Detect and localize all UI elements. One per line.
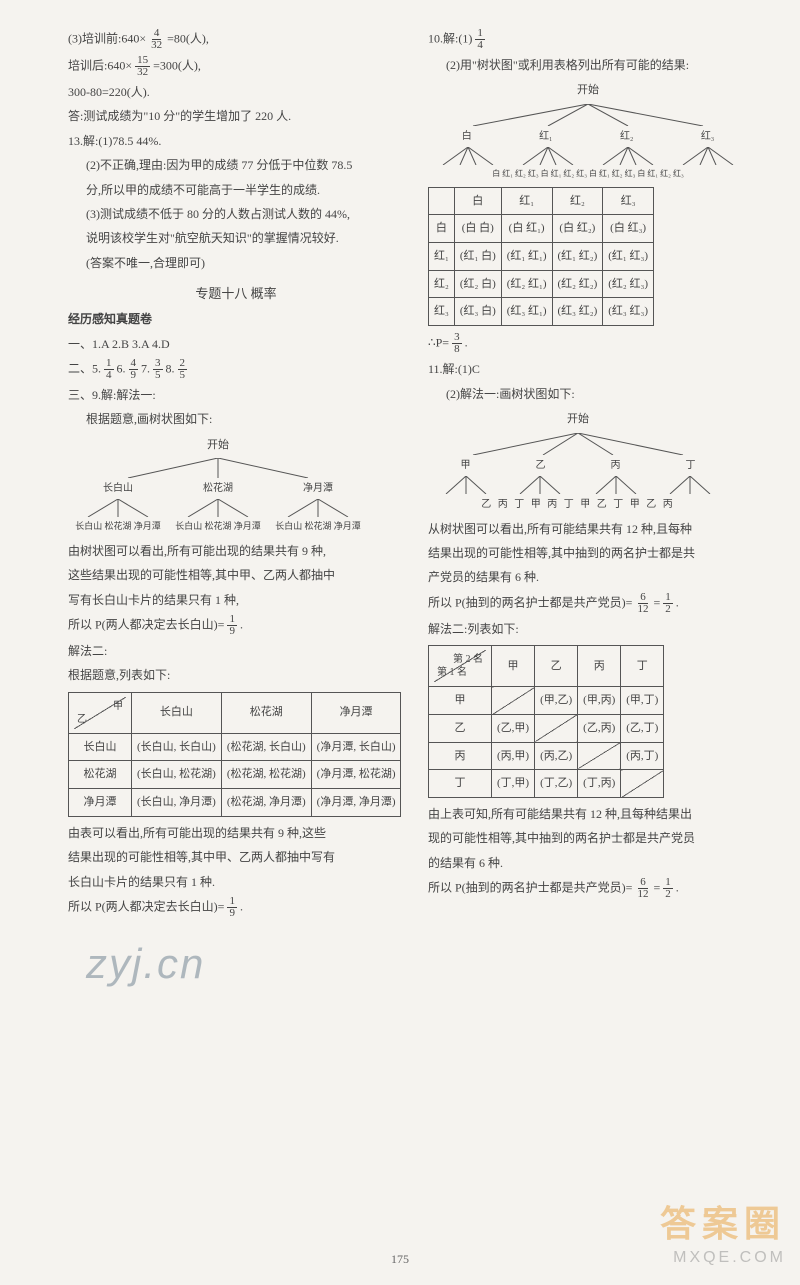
line: 从树状图可以看出,所有可能结果共有 12 种,且每种	[428, 519, 764, 539]
line: 13.解:(1)78.5 44%.	[68, 131, 404, 151]
line: 培训后:640× 1532 =300(人),	[68, 55, 404, 78]
line: (2)解法一:画树状图如下:	[428, 384, 764, 404]
fill-answers: 二、5. 14 6. 49 7. 35 8. 25	[68, 358, 404, 381]
line: 分,所以甲的成绩不可能高于一半学生的成绩.	[68, 180, 404, 200]
line: 所以 P(抽到的两名护士都是共产党员)= 612 = 12 .	[428, 877, 764, 900]
line: (2)用"树状图"或利用表格列出所有可能的结果:	[428, 55, 764, 75]
line: (3)测试成绩不低于 80 分的人数占测试人数的 44%,	[68, 204, 404, 224]
line: 所以 P(两人都决定去长白山)= 19 .	[68, 614, 404, 637]
line: ∴P= 38 .	[428, 332, 764, 355]
tree-diagram-3: 开始 甲乙丙丁 乙 丙 丁 甲 丙 丁 甲 乙 丁 甲 乙 丙	[428, 410, 728, 513]
line: 由表可以看出,所有可能出现的结果共有 9 种,这些	[68, 823, 404, 843]
tree-diagram-1: 开始 长白山松花湖净月潭 长白山 松花湖 净月潭长白山 松花湖 净月潭长白山 松…	[68, 436, 368, 535]
line: 解法二:列表如下:	[428, 619, 764, 639]
mc-answers: 一、1.A 2.B 3.A 4.D	[68, 334, 404, 354]
watermark-right: 答案圈 MXQE.COM	[660, 1195, 786, 1267]
line: 说明该校学生对"航空航天知识"的掌握情况较好.	[68, 228, 404, 248]
right-column: 10.解:(1) 14 (2)用"树状图"或利用表格列出所有可能的结果: 开始 …	[428, 28, 764, 923]
line: (3)培训前:640× 432 =80(人),	[68, 28, 404, 51]
left-column: (3)培训前:640× 432 =80(人), 培训后:640× 1532 =3…	[68, 28, 404, 923]
line: 根据题意,列表如下:	[68, 665, 404, 685]
q9-head: 三、9.解:解法一:	[68, 385, 404, 405]
line: 所以 P(抽到的两名护士都是共产党员)= 612 = 12 .	[428, 592, 764, 615]
line: 这些结果出现的可能性相等,其中甲、乙两人都抽中	[68, 565, 404, 585]
line: 结果出现的可能性相等,其中抽到的两名护士都是共	[428, 543, 764, 563]
line: 的结果有 6 种.	[428, 853, 764, 873]
line: 11.解:(1)C	[428, 359, 764, 379]
page: (3)培训前:640× 432 =80(人), 培训后:640× 1532 =3…	[0, 0, 800, 963]
line: 300-80=220(人).	[68, 82, 404, 102]
line: (答案不唯一,合理即可)	[68, 253, 404, 273]
line: 所以 P(两人都决定去长白山)= 19 .	[68, 896, 404, 919]
table-1: 甲乙 长白山松花湖净月潭 长白山(长白山, 长白山)(松花湖, 长白山)(净月潭…	[68, 692, 401, 817]
line: 解法二:	[68, 641, 404, 661]
page-number: 175	[391, 1252, 409, 1267]
line: (2)不正确,理由:因为甲的成绩 77 分低于中位数 78.5	[68, 155, 404, 175]
line: 根据题意,画树状图如下:	[68, 409, 404, 429]
line: 由树状图可以看出,所有可能出现的结果共有 9 种,	[68, 541, 404, 561]
line: 写有长白山卡片的结果只有 1 种,	[68, 590, 404, 610]
line: 现的可能性相等,其中抽到的两名护士都是共产党员	[428, 828, 764, 848]
line: 答:测试成绩为"10 分"的学生增加了 220 人.	[68, 106, 404, 126]
line: 长白山卡片的结果只有 1 种.	[68, 872, 404, 892]
line: 产党员的结果有 6 种.	[428, 567, 764, 587]
line: 由上表可知,所有可能结果共有 12 种,且每种结果出	[428, 804, 764, 824]
subsection-title: 经历感知真题卷	[68, 309, 404, 329]
topic-title: 专题十八 概率	[68, 283, 404, 305]
table-3: 第 2 名第 1 名 甲乙丙丁 甲(甲,乙)(甲,丙)(甲,丁) 乙(乙,甲)(…	[428, 645, 664, 798]
line: 10.解:(1) 14	[428, 28, 764, 51]
tree-diagram-2: 开始 白红₁红₂红₃ 白 红₁ 红₂ 红₃ 白 红₁ 红₂ 红₃ 白 红₁ 红₂…	[428, 81, 748, 180]
line: 结果出现的可能性相等,其中甲、乙两人都抽中写有	[68, 847, 404, 867]
table-2: 白红₁红₂红₃ 白(白 白)(白 红₁)(白 红₂)(白 红₃) 红₁(红₁ 白…	[428, 187, 654, 326]
